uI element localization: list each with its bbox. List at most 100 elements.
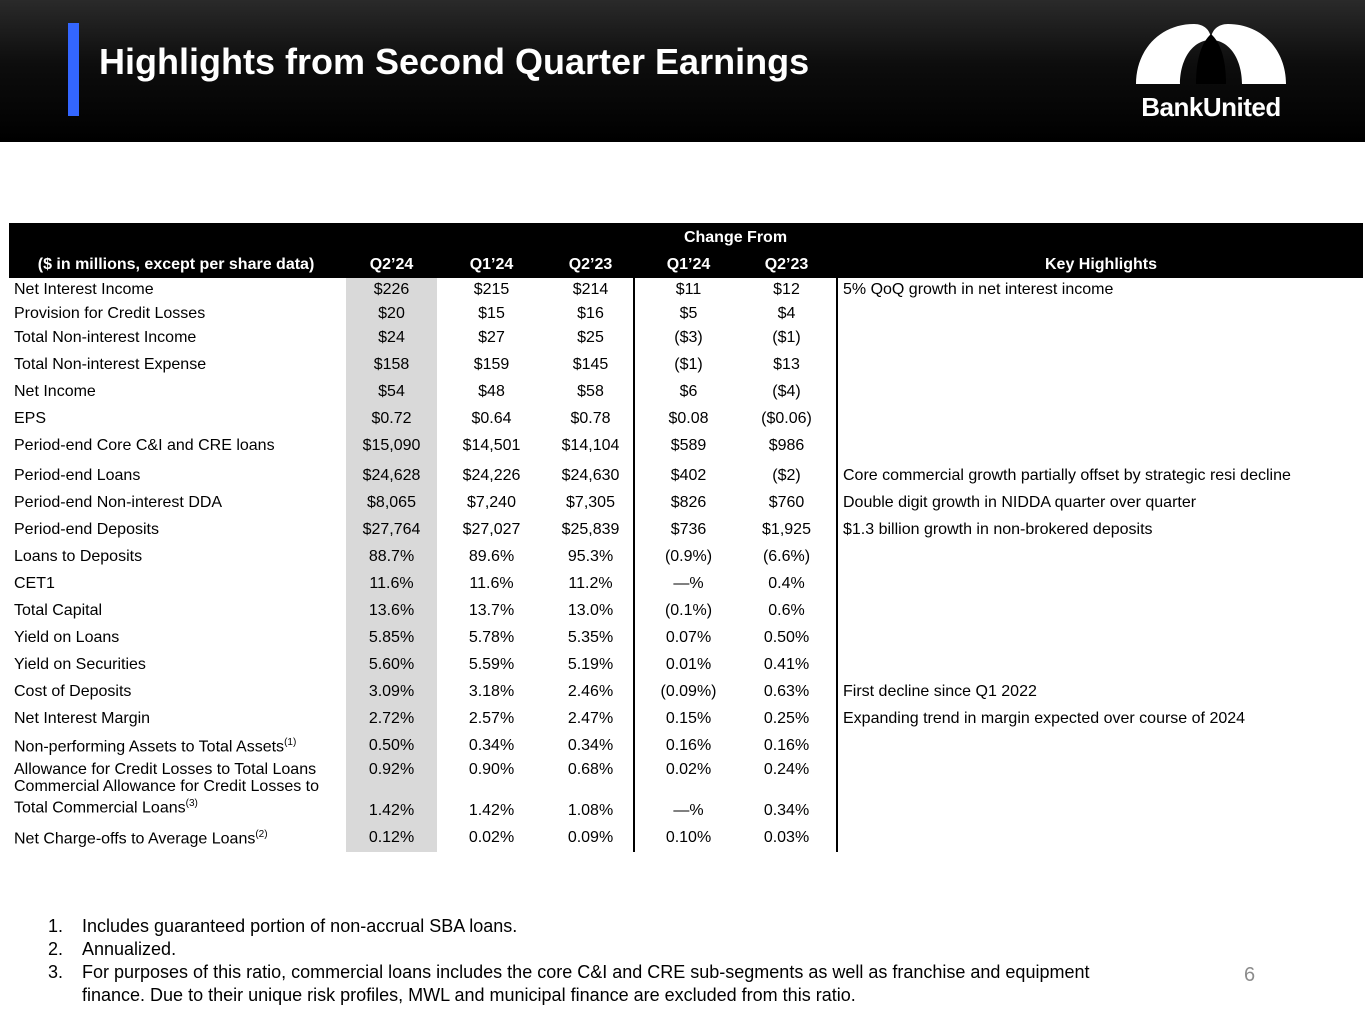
cell-q1-24: $0.64: [471, 410, 512, 427]
cell-q2-24: 1.42%: [368, 802, 415, 819]
cell-q1-24: 2.57%: [468, 710, 515, 727]
change-section-right-rule: [836, 278, 838, 852]
footnote-number: 3.: [48, 962, 64, 982]
cell-change-q1-24: 0.16%: [665, 737, 712, 754]
cell-change-q2-23: 0.25%: [763, 710, 810, 727]
cell-change-q2-23: 0.24%: [763, 761, 810, 778]
cell-change-q2-23: 0.16%: [763, 737, 810, 754]
cell-q2-23: 2.46%: [567, 683, 614, 700]
cell-change-q1-24: $826: [670, 494, 707, 511]
cell-change-q2-23: ($4): [772, 383, 801, 400]
footnote-text: For purposes of this ratio, commercial l…: [82, 962, 1090, 1005]
cell-q2-23: 1.08%: [567, 802, 614, 819]
row-label: Period-end Core C&I and CRE loans: [14, 437, 275, 455]
current-quarter-shading: [346, 278, 437, 852]
cell-q1-24: 11.6%: [469, 575, 514, 592]
cell-q1-24: 5.59%: [468, 656, 515, 673]
cell-q2-24: 0.92%: [368, 761, 415, 778]
row-label-text: Allowance for Credit Losses to Total Loa…: [14, 761, 317, 778]
row-label: Provision for Credit Losses: [14, 305, 205, 323]
cell-q1-24: 89.6%: [468, 548, 515, 565]
key-highlight: $1.3 billion growth in non-brokered depo…: [843, 521, 1153, 538]
cell-q1-24: $27,027: [462, 521, 521, 538]
row-label-line: Commercial Allowance for Credit Losses t…: [14, 778, 320, 795]
col-header-change-q1-24: Q1’24: [666, 256, 711, 273]
cell-q1-24: 0.34%: [468, 737, 515, 754]
cell-change-q2-23: 0.50%: [763, 629, 810, 646]
footnotes: 1. Includes guaranteed portion of non-ac…: [48, 915, 1092, 1007]
cell-q2-23: $58: [577, 383, 604, 400]
row-label-text: CET1: [14, 575, 55, 592]
footnote-item: 1. Includes guaranteed portion of non-ac…: [48, 915, 1092, 938]
row-label: Net Charge-offs to Average Loans(2): [14, 829, 268, 848]
cell-change-q2-23: $12: [773, 281, 800, 298]
col-header-q1-24: Q1’24: [469, 256, 514, 273]
cell-q2-24: $226: [373, 281, 410, 298]
cell-change-q2-23: 0.41%: [763, 656, 810, 673]
row-label: Non-performing Assets to Total Assets(1): [14, 737, 296, 756]
cell-q2-24: 3.09%: [368, 683, 415, 700]
cell-q2-23: $24,630: [561, 467, 620, 484]
row-label-text: Period-end Loans: [14, 467, 141, 484]
row-label: Total Non-interest Income: [14, 329, 196, 347]
cell-q1-24: $159: [473, 356, 510, 373]
row-label-text: EPS: [14, 410, 47, 427]
cell-q2-24: 2.72%: [368, 710, 415, 727]
cell-q2-24: $24,628: [362, 467, 421, 484]
cell-q2-24: $158: [373, 356, 410, 373]
cell-change-q1-24: $6: [679, 383, 698, 400]
row-label-text: Loans to Deposits: [14, 548, 143, 565]
footnote-number: 1.: [48, 916, 64, 936]
cell-change-q2-23: ($1): [772, 329, 801, 346]
footnote-text: Includes guaranteed portion of non-accru…: [82, 916, 518, 936]
cell-q1-24: 5.78%: [468, 629, 515, 646]
cell-q2-24: 5.60%: [368, 656, 415, 673]
footnote-ref: (2): [255, 829, 268, 840]
cell-change-q1-24: ($1): [674, 356, 703, 373]
brand-name: BankUnited: [1141, 92, 1281, 122]
cell-q2-24: $15,090: [362, 437, 421, 454]
cell-q2-24: 0.12%: [368, 829, 415, 846]
row-label-text: Net Income: [14, 383, 96, 400]
cell-change-q2-23: 0.63%: [763, 683, 810, 700]
cell-q1-24: 0.02%: [468, 829, 515, 846]
cell-q1-24: 1.42%: [468, 802, 515, 819]
row-label: Total Non-interest Expense: [14, 356, 206, 374]
key-highlight: 5% QoQ growth in net interest income: [843, 281, 1114, 298]
cell-change-q1-24: $402: [670, 467, 707, 484]
cell-q2-23: $214: [572, 281, 609, 298]
cell-q2-23: 0.68%: [567, 761, 614, 778]
row-label-text: Provision for Credit Losses: [14, 305, 206, 322]
row-label: Cost of Deposits: [14, 683, 131, 701]
cell-change-q1-24: (0.1%): [664, 602, 713, 619]
cell-change-q1-24: —%: [673, 575, 704, 592]
cell-q2-24: 11.6%: [369, 575, 414, 592]
cell-change-q2-23: 0.03%: [763, 829, 810, 846]
col-header-q2-23: Q2’23: [568, 256, 613, 273]
row-label-text: Non-performing Assets to Total Assets: [14, 738, 285, 756]
row-label: Total Capital: [14, 602, 102, 620]
cell-q1-24: $27: [478, 329, 505, 346]
col-header-key-highlights: Key Highlights: [1044, 256, 1157, 273]
footnote-text: Annualized.: [82, 939, 177, 959]
cell-q2-24: 13.6%: [368, 602, 415, 619]
footnote-item: 3. For purposes of this ratio, commercia…: [48, 961, 1092, 1007]
cell-change-q1-24: 0.02%: [665, 761, 712, 778]
cell-q2-23: 13.0%: [567, 602, 614, 619]
row-label-text: Period-end Core C&I and CRE loans: [14, 437, 275, 454]
cell-q2-23: 2.47%: [567, 710, 614, 727]
row-label: Net Interest Margin: [14, 710, 150, 728]
cell-change-q2-23: $13: [773, 356, 800, 373]
cell-q2-23: $145: [572, 356, 609, 373]
row-label: Period-end Loans: [14, 467, 140, 485]
row-label-text: Total Commercial Loans: [14, 799, 186, 817]
cell-q1-24: $48: [478, 383, 505, 400]
page-number: 6: [1244, 964, 1256, 986]
cell-q2-23: 5.35%: [567, 629, 614, 646]
row-label: Loans to Deposits: [14, 548, 142, 566]
cell-change-q1-24: 0.10%: [665, 829, 712, 846]
row-label: CET1: [14, 575, 55, 593]
key-highlight: Core commercial growth partially offset …: [843, 467, 1291, 484]
row-label-text: Total Non-interest Income: [14, 329, 197, 346]
cell-change-q2-23: 0.6%: [768, 602, 805, 619]
